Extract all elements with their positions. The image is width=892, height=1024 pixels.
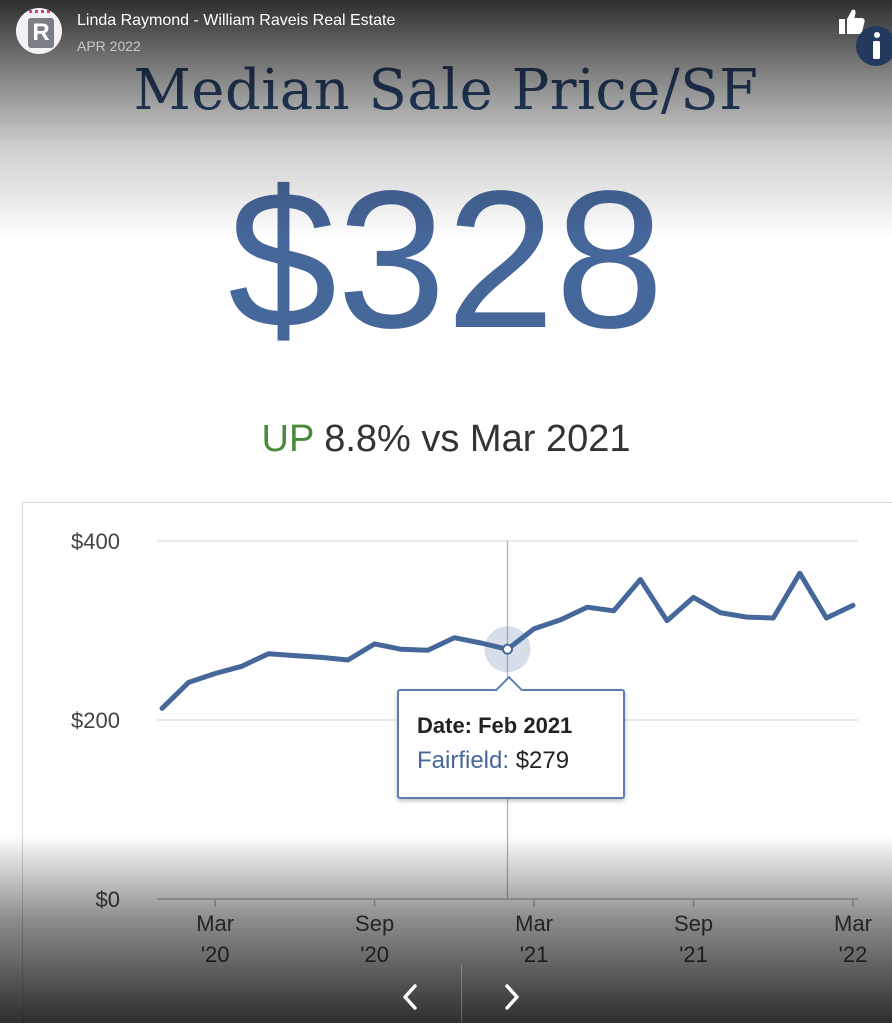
author-name[interactable]: Linda Raymond - William Raveis Real Esta… xyxy=(77,12,396,29)
x-tick-label: Sep xyxy=(674,911,713,936)
x-tick-label: '20 xyxy=(360,942,389,967)
chevron-right-icon[interactable] xyxy=(500,980,524,1014)
change-text: 8.8% vs Mar 2021 xyxy=(324,418,631,460)
story-header: R Linda Raymond - William Raveis Real Es… xyxy=(0,0,892,70)
post-date: APR 2022 xyxy=(77,38,141,54)
change-summary: UP 8.8% vs Mar 2021 xyxy=(0,418,892,461)
x-tick-label: Sep xyxy=(355,911,394,936)
x-tick-label: Mar xyxy=(834,911,872,936)
tooltip-series-value: $279 xyxy=(515,747,570,774)
nav-divider xyxy=(461,965,462,1023)
y-tick-label: $400 xyxy=(71,529,120,554)
x-tick-label: '21 xyxy=(679,942,708,967)
tooltip-series-name: Fairfield: xyxy=(417,747,510,774)
x-tick-label: Mar xyxy=(196,911,234,936)
x-tick-label: '20 xyxy=(201,942,230,967)
x-tick-label: '22 xyxy=(839,942,868,967)
x-tick-label: '21 xyxy=(520,942,549,967)
y-tick-label: $200 xyxy=(71,708,120,733)
thumbs-up-icon[interactable] xyxy=(836,6,866,36)
chart-tooltip: Date: Feb 2021 Fairfield: $279 xyxy=(397,675,625,799)
y-tick-label: $0 xyxy=(96,887,120,912)
x-tick-label: Mar xyxy=(515,911,553,936)
tooltip-value-line: Fairfield: $279 xyxy=(417,747,569,775)
tooltip-date: Date: Feb 2021 xyxy=(417,713,573,738)
logo-accent xyxy=(22,10,56,21)
raveis-logo-icon: R xyxy=(28,18,54,48)
chevron-left-icon[interactable] xyxy=(398,980,422,1014)
change-direction: UP xyxy=(261,418,314,460)
avatar[interactable]: R xyxy=(16,8,62,54)
highlight-point xyxy=(502,643,513,655)
info-icon[interactable] xyxy=(852,22,892,66)
